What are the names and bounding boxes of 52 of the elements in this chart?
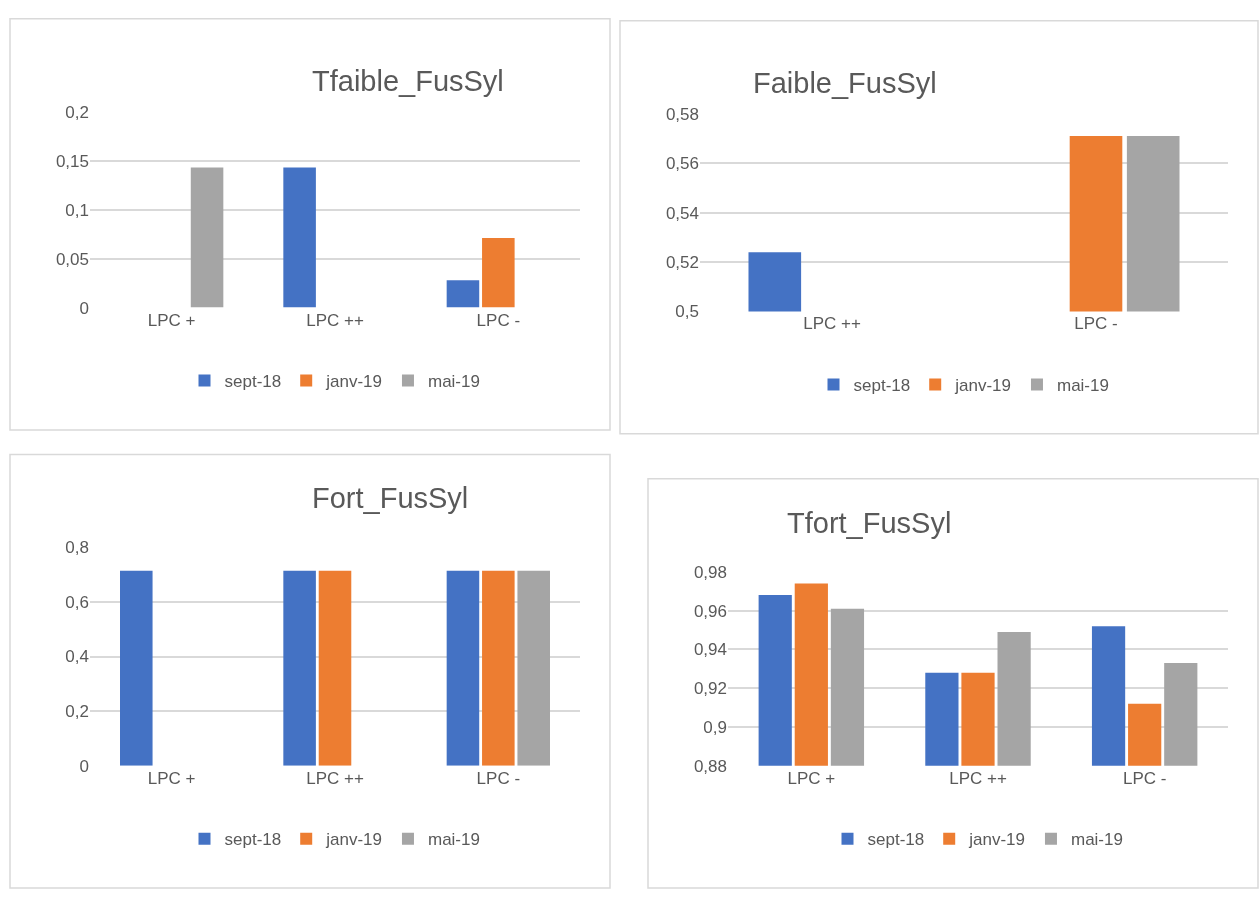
legend-label: janv-19 xyxy=(325,372,382,392)
y-tick-label: 0,92 xyxy=(693,679,727,699)
x-tick-label: LPC ++ xyxy=(949,768,1007,788)
y-tick-label: 0,54 xyxy=(665,203,699,223)
legend-label: sept-18 xyxy=(853,376,911,396)
legend-label: janv-19 xyxy=(325,830,382,850)
x-tick-label: LPC - xyxy=(1122,768,1167,788)
y-tick-label: 0,9 xyxy=(703,717,727,737)
bar xyxy=(190,167,224,308)
y-tick-label: 0,05 xyxy=(55,249,89,269)
y-tick-label: 0,56 xyxy=(665,154,699,174)
y-tick-label: 0,5 xyxy=(675,302,699,322)
legend-label: sept-18 xyxy=(867,830,925,850)
y-tick-label: 0,52 xyxy=(665,252,699,272)
bar xyxy=(283,167,316,308)
chart-title: Tfaible_FusSyl xyxy=(312,65,504,97)
y-tick-label: 0,94 xyxy=(693,640,727,660)
legend-label: mai-19 xyxy=(427,372,480,392)
y-tick-label: 0,98 xyxy=(693,562,727,582)
y-tick-label: 0,15 xyxy=(55,151,89,171)
x-tick-label: LPC ++ xyxy=(306,310,364,330)
legend-label: mai-19 xyxy=(427,830,480,850)
y-tick-label: 0 xyxy=(79,756,89,776)
legend-label: mai-19 xyxy=(1056,376,1109,396)
y-tick-label: 0,2 xyxy=(65,702,89,722)
x-tick-label: LPC - xyxy=(476,310,521,330)
bar xyxy=(482,238,515,308)
y-tick-label: 0,2 xyxy=(65,102,89,122)
y-tick-label: 0,6 xyxy=(65,592,89,612)
y-tick-label: 0,96 xyxy=(693,601,727,621)
x-tick-label: LPC ++ xyxy=(803,314,861,334)
chart-title: Fort_FusSyl xyxy=(312,482,469,514)
legend-label: sept-18 xyxy=(224,830,282,850)
x-tick-label: LPC - xyxy=(1074,314,1118,334)
x-tick-label: LPC + xyxy=(147,768,196,788)
x-tick-label: LPC + xyxy=(787,768,836,788)
y-tick-label: 0,58 xyxy=(665,104,699,124)
x-tick-label: LPC ++ xyxy=(306,768,364,788)
legend-label: mai-19 xyxy=(1070,830,1123,850)
chart-title: Tfort_FusSyl xyxy=(787,507,952,539)
bar xyxy=(446,280,480,308)
legend-label: sept-18 xyxy=(224,372,282,392)
chart-title: Faible_FusSyl xyxy=(753,67,937,99)
y-tick-label: 0 xyxy=(79,298,89,318)
y-tick-label: 0,4 xyxy=(65,647,89,667)
x-tick-label: LPC - xyxy=(476,768,521,788)
x-tick-label: LPC + xyxy=(147,310,196,330)
y-tick-label: 0,8 xyxy=(65,538,89,558)
y-tick-label: 0,88 xyxy=(693,756,727,776)
y-tick-label: 0,1 xyxy=(65,200,89,220)
legend-label: janv-19 xyxy=(954,376,1011,396)
legend-label: janv-19 xyxy=(968,830,1025,850)
